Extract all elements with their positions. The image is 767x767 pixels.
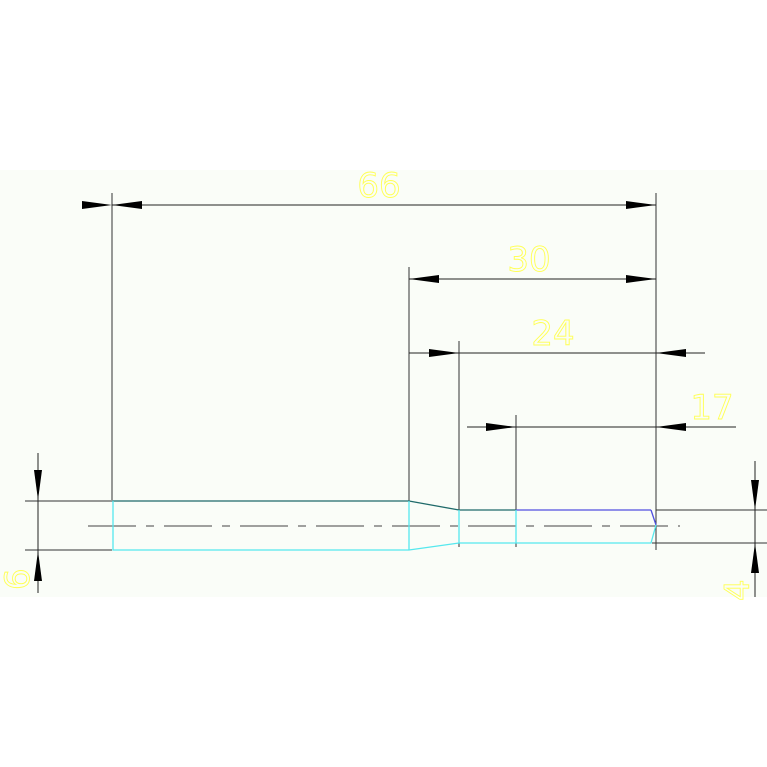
shaft-outline	[112, 500, 657, 551]
dim-6-label: 6	[0, 568, 38, 590]
dim-24-label: 24	[531, 314, 574, 354]
drawing-area	[0, 170, 767, 597]
dim-4-label: 4	[718, 579, 758, 601]
dim-30-label: 30	[507, 240, 550, 280]
dimension-lines	[34, 201, 759, 597]
dim-17-label: 17	[690, 388, 733, 428]
dim-66-label: 66	[357, 166, 400, 206]
extension-lines	[25, 193, 767, 551]
